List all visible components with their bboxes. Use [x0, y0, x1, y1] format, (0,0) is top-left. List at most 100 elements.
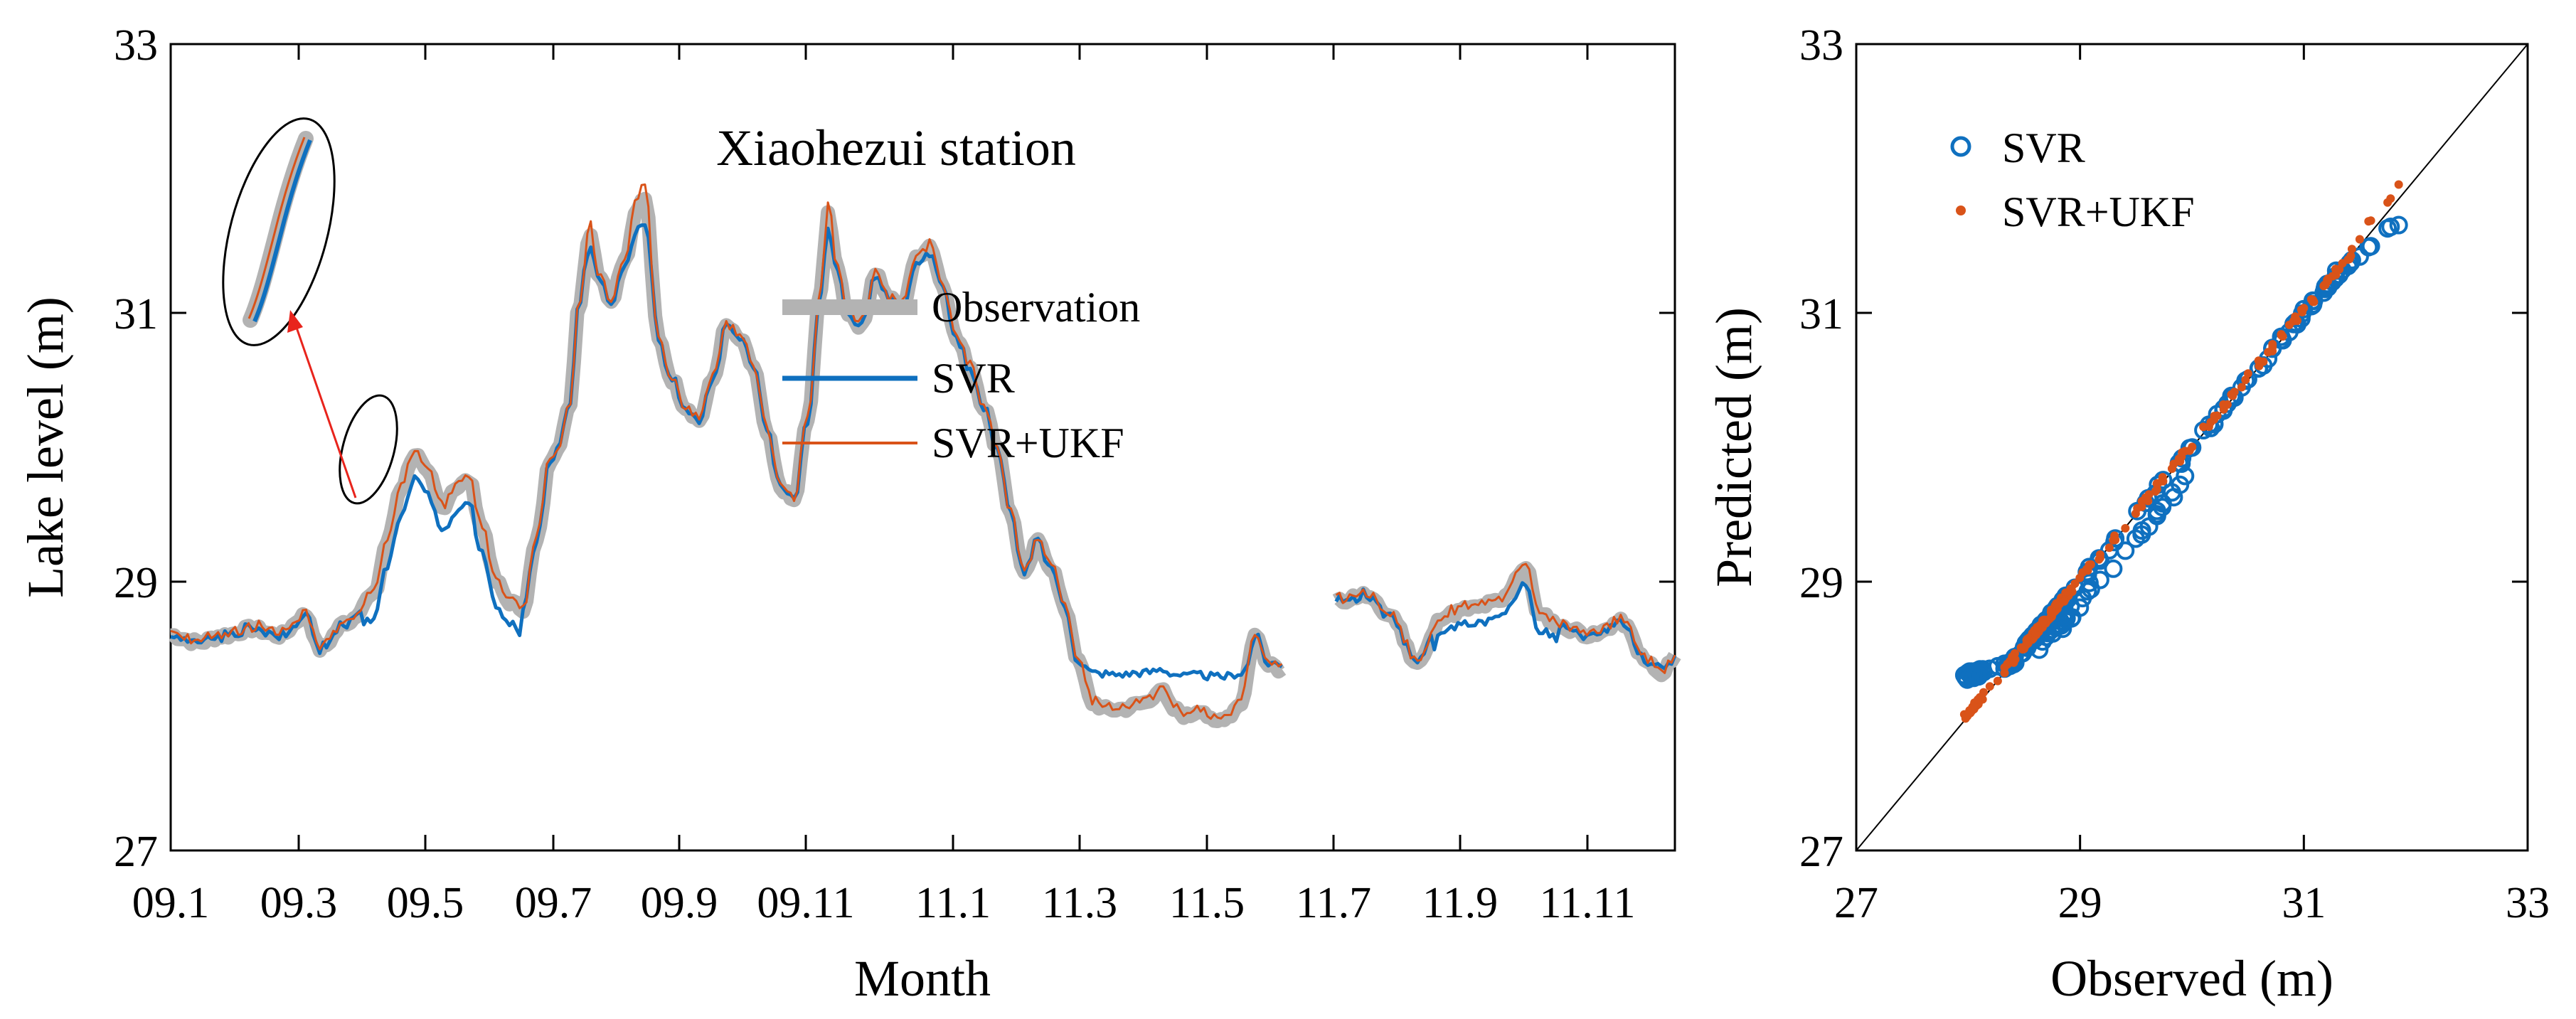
x-tick-label: 09.9 [641, 879, 718, 927]
svr-ukf-point [2095, 550, 2104, 559]
x-tick-label: 09.11 [757, 879, 854, 927]
svr-ukf-point [2151, 487, 2160, 496]
time-series-ticks: 27 29 31 33 09.1 09.3 09.5 09.7 09.9 09.11 11.1 11.… [114, 21, 1675, 927]
svr-ukf-point [2383, 198, 2393, 207]
legend-svr-ukf-marker [1956, 206, 1966, 215]
time-series-legend: Observation SVR SVR+UKF [782, 284, 1140, 466]
svr-ukf-point [2016, 643, 2026, 652]
svr-ukf-point [2206, 417, 2215, 427]
svr-ukf-point [2104, 543, 2114, 553]
scatter-legend: SVR SVR+UKF [1950, 124, 2195, 235]
zoom-detail-svr-ukf [248, 137, 306, 319]
svr-ukf-point [2133, 503, 2142, 513]
zoom-detail-ellipse [222, 117, 336, 346]
svr-point [2104, 559, 2123, 578]
legend-svr-label: SVR [932, 355, 1015, 402]
svr-ukf-point [2321, 280, 2330, 289]
svr-ukf-point [1969, 701, 1979, 710]
svr-ukf-point [2178, 448, 2187, 457]
chart-title: Xiaohezui station [716, 119, 1076, 176]
scatter-x-tick-label: 27 [1834, 879, 1878, 927]
y-tick-label: 27 [114, 828, 158, 876]
svr-ukf-point [2188, 442, 2197, 452]
svr-ukf-point [1985, 682, 1994, 691]
svr-ukf-point [2241, 375, 2250, 385]
x-tick-label: 09.5 [387, 879, 464, 927]
svr-ukf-point [2083, 565, 2092, 574]
x-tick-label: 11.11 [1540, 879, 1636, 927]
svr-ukf-point [1974, 695, 1982, 704]
svr-ukf-point [2066, 584, 2075, 593]
svr-ukf-point [2111, 535, 2120, 545]
time-series-axes-frame [169, 43, 1676, 852]
zoom-inset [222, 117, 398, 505]
svr-ukf-point [2237, 383, 2246, 392]
zoom-detail-observation [243, 131, 314, 328]
zoom-detail-svr [252, 139, 312, 323]
svr-point [2389, 215, 2408, 235]
scatter-y-tick-label: 31 [1799, 290, 1843, 338]
y-axis-label: Lake level (m) [17, 297, 74, 598]
svr-ukf-point [2000, 668, 2009, 678]
x-tick-label: 11.1 [915, 879, 991, 927]
svr-point [1969, 666, 1987, 685]
scatter-panel: 27 29 31 33 27 29 31 33 SVR SVR+UKF Observed (m… [1705, 21, 2550, 1007]
svr-ukf-point [2144, 496, 2153, 506]
svr-ukf-point [2051, 599, 2060, 609]
svr-point [2361, 237, 2380, 256]
scatter-y-tick-label: 27 [1799, 828, 1843, 876]
legend-observation-label: Observation [932, 284, 1140, 331]
x-tick-label: 09.1 [132, 879, 210, 927]
zoom-highlight-ellipse [339, 394, 398, 505]
svr-ukf-point [2210, 412, 2219, 420]
scatter-x-tick-label: 31 [2282, 879, 2326, 927]
svr-ukf-point [2291, 312, 2300, 321]
svr-ukf-point [2284, 320, 2294, 329]
scatter-ticks: 27 29 31 33 27 29 31 33 [1799, 21, 2550, 927]
svr-point [2128, 501, 2147, 521]
svr-ukf-point [1964, 710, 1972, 720]
scatter-y-tick-label: 29 [1799, 559, 1843, 607]
x-tick-label: 11.9 [1422, 879, 1498, 927]
svr-ukf-point [2338, 259, 2347, 268]
svr-ukf-point [2048, 609, 2058, 618]
svr-ukf-point [2277, 331, 2286, 340]
time-series-lines [166, 183, 1681, 728]
scatter-y-tick-label: 33 [1799, 21, 1843, 70]
scatter-y-axis-label: Predicted (m) [1705, 307, 1762, 587]
time-series-panel: 27 29 31 33 09.1 09.3 09.5 09.7 09.9 09.11 11.1 11.… [17, 21, 1681, 1007]
svr-ukf-point [1979, 688, 1988, 697]
legend-svr-ukf-scatter-label: SVR+UKF [2002, 188, 2195, 235]
svr-point [2272, 327, 2291, 346]
legend-svr-scatter-label: SVR [2002, 124, 2085, 171]
svr-ukf-point [2355, 235, 2364, 244]
scatter-x-tick-label: 33 [2506, 879, 2550, 927]
x-axis-label: Month [854, 950, 991, 1007]
svr-ukf-point [2331, 265, 2340, 274]
svr-point [2132, 525, 2151, 544]
svr-ukf-point [2199, 422, 2208, 432]
x-tick-label: 11.7 [1296, 879, 1371, 927]
svr-ukf-point [2346, 251, 2356, 260]
svr-ukf-point [2268, 342, 2277, 351]
svr-ukf-line-segment-1 [170, 183, 1283, 720]
x-tick-label: 11.5 [1169, 879, 1245, 927]
svr-point [2378, 219, 2397, 238]
svr-ukf-point [2296, 305, 2306, 314]
zoom-arrow-head [287, 310, 303, 333]
x-tick-label: 09.7 [515, 879, 592, 927]
svr-ukf-point [1993, 676, 2002, 685]
svr-ukf-point [2254, 356, 2263, 366]
svr-ukf-point [2033, 623, 2042, 632]
svr-ukf-point [2038, 618, 2048, 627]
svr-ukf-point [2243, 369, 2252, 378]
svr-ukf-point [2009, 658, 2018, 667]
svr-ukf-point [2394, 180, 2403, 189]
svr-ukf-point [2159, 476, 2168, 486]
scatter-points [1954, 180, 2408, 723]
y-tick-label: 29 [114, 559, 158, 607]
x-tick-label: 11.3 [1042, 879, 1117, 927]
zoom-arrow [294, 325, 357, 498]
y-tick-label: 33 [114, 21, 158, 70]
